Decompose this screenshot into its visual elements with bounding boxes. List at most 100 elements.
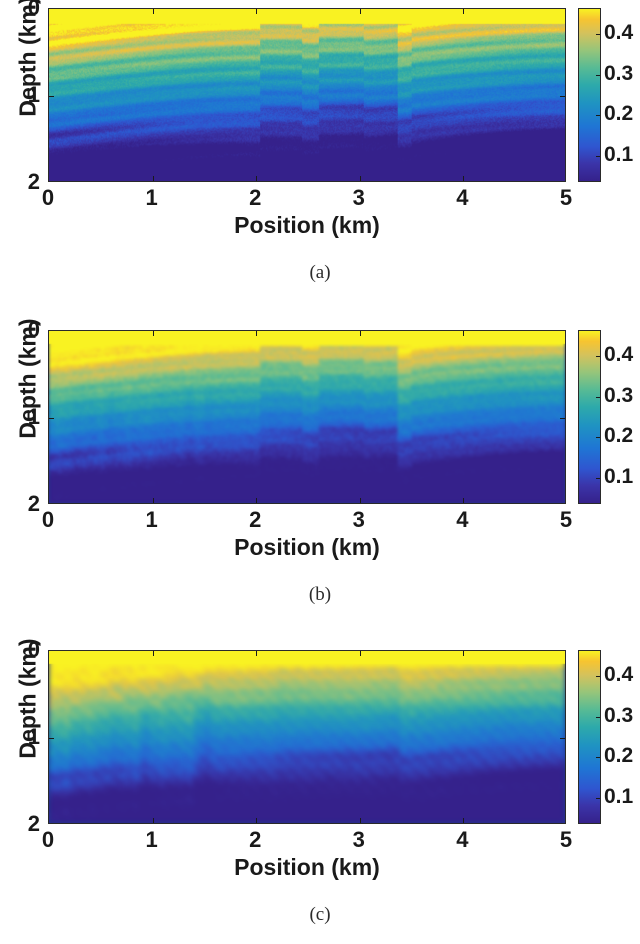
- colorbar-tick: [596, 757, 600, 759]
- x-tick-labels-b: 0 1 2 3 4 5: [42, 507, 572, 534]
- subfigure-caption-a: (a): [309, 262, 331, 283]
- heatmap-canvas-a: [49, 9, 565, 181]
- y-tick-left: [49, 418, 54, 419]
- y-tick-right: [560, 418, 565, 419]
- y-tick-labels-b: 0 1 2: [0, 319, 44, 515]
- x-tick-top: [256, 331, 258, 336]
- colorbar-tick: [596, 74, 600, 76]
- x-tick-label: 4: [456, 827, 469, 852]
- colorbar-tick-label: 0.4: [604, 342, 634, 366]
- x-tick-bottom: [256, 818, 258, 823]
- y-tick-left: [49, 96, 54, 97]
- colorbar-c: [578, 650, 601, 824]
- x-tick-label: 3: [352, 507, 365, 532]
- x-tick-bottom: [463, 498, 465, 503]
- colorbar-gradient-a: [579, 9, 600, 181]
- x-axis-label-b: Position (km): [234, 534, 380, 560]
- colorbar-tick-label: 0.1: [604, 143, 634, 167]
- y-tick-label: 2: [27, 811, 40, 836]
- colorbar-tick: [596, 437, 600, 439]
- x-tick-label: 4: [456, 507, 469, 532]
- x-tick-bottom: [359, 176, 361, 181]
- x-tick-bottom: [152, 818, 154, 823]
- x-axis-label-c: Position (km): [234, 854, 380, 880]
- heatmap-axes-c: [48, 650, 566, 824]
- colorbar-tick: [596, 355, 600, 357]
- colorbar-gradient-b: [579, 331, 600, 503]
- x-tick-top: [463, 651, 465, 656]
- x-tick-top: [152, 331, 154, 336]
- colorbar-tick-label: 0.2: [604, 102, 634, 126]
- x-tick-top: [256, 9, 258, 14]
- colorbar-tick-labels-b: 0.1 0.2 0.3 0.4: [604, 330, 640, 504]
- colorbar-gradient-c: [579, 651, 600, 823]
- heatmap-canvas-c: [49, 651, 565, 823]
- colorbar-tick: [596, 396, 600, 398]
- colorbar-tick-label: 0.1: [604, 785, 634, 809]
- colorbar-tick: [596, 798, 600, 800]
- x-tick-label: 0: [41, 827, 55, 852]
- x-tick-bottom: [152, 498, 154, 503]
- x-tick-top: [463, 331, 465, 336]
- x-tick-label: 2: [249, 185, 262, 210]
- colorbar-tick-labels-c: 0.1 0.2 0.3 0.4: [604, 650, 640, 824]
- x-tick-top: [359, 9, 361, 14]
- y-tick-label: 0: [27, 637, 40, 662]
- x-tick-label: 0: [41, 507, 55, 532]
- colorbar-tick: [596, 156, 600, 158]
- y-tick-right: [560, 738, 565, 739]
- colorbar-tick-label: 0.3: [604, 61, 634, 85]
- colorbar-tick-labels-a: 0.1 0.2 0.3 0.4: [604, 8, 640, 182]
- x-tick-label: 5: [559, 185, 573, 210]
- colorbar-tick: [596, 675, 600, 677]
- x-tick-labels-a: 0 1 2 3 4 5: [42, 185, 572, 212]
- x-tick-label: 4: [456, 185, 469, 210]
- x-tick-top: [152, 651, 154, 656]
- colorbar-tick-label: 0.1: [604, 465, 634, 489]
- colorbar-tick-label: 0.3: [604, 703, 634, 727]
- subfigure-caption-c: (c): [309, 904, 331, 925]
- heatmap-axes-b: [48, 330, 566, 504]
- x-tick-label: 2: [249, 507, 262, 532]
- y-tick-label: 2: [27, 491, 40, 516]
- heatmap-canvas-b: [49, 331, 565, 503]
- colorbar-tick-label: 0.2: [604, 744, 634, 768]
- x-tick-bottom: [463, 176, 465, 181]
- x-tick-label: 1: [145, 185, 158, 210]
- x-tick-labels-c: 0 1 2 3 4 5: [42, 827, 572, 854]
- x-tick-bottom: [256, 498, 258, 503]
- y-tick-label: 0: [27, 0, 40, 20]
- heatmap-axes-a: [48, 8, 566, 182]
- y-tick-left: [49, 738, 54, 739]
- x-tick-label: 0: [41, 185, 55, 210]
- colorbar-tick: [596, 115, 600, 117]
- colorbar-tick-label: 0.3: [604, 383, 634, 407]
- x-tick-label: 5: [559, 827, 573, 852]
- x-tick-top: [463, 9, 465, 14]
- x-tick-bottom: [256, 176, 258, 181]
- colorbar-tick-label: 0.2: [604, 424, 634, 448]
- x-tick-top: [152, 9, 154, 14]
- y-tick-right: [560, 96, 565, 97]
- x-tick-bottom: [359, 498, 361, 503]
- x-tick-top: [359, 331, 361, 336]
- colorbar-b: [578, 330, 601, 504]
- y-tick-label: 2: [27, 169, 40, 194]
- x-tick-label: 3: [352, 827, 365, 852]
- x-tick-label: 5: [559, 507, 573, 532]
- x-tick-bottom: [359, 818, 361, 823]
- x-tick-top: [256, 651, 258, 656]
- x-tick-label: 3: [352, 185, 365, 210]
- y-tick-labels-c: 0 1 2: [0, 639, 44, 835]
- y-tick-label: 0: [27, 317, 40, 342]
- y-tick-labels-a: 0 1 2: [0, 0, 44, 193]
- subfigure-caption-b: (b): [308, 584, 332, 605]
- x-tick-bottom: [463, 818, 465, 823]
- colorbar-tick-label: 0.4: [604, 662, 634, 686]
- colorbar-tick: [596, 33, 600, 35]
- y-tick-label: 1: [27, 404, 40, 429]
- x-tick-bottom: [152, 176, 154, 181]
- y-tick-label: 1: [27, 82, 40, 107]
